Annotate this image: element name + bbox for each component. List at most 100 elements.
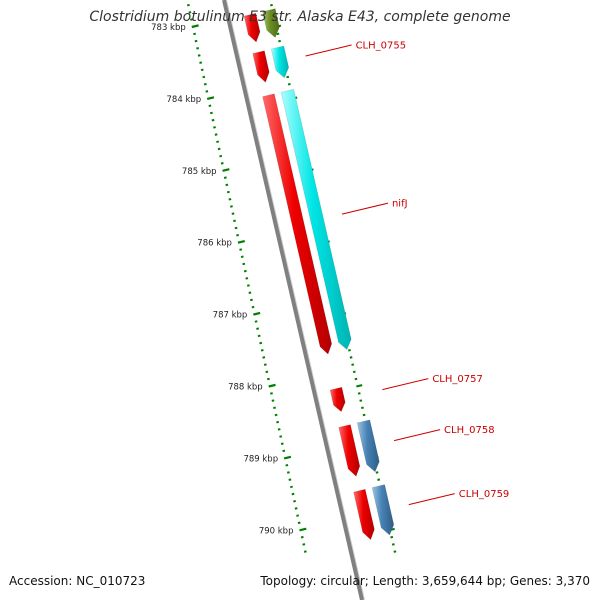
minor-tick: [282, 449, 286, 453]
minor-tick: [293, 499, 296, 503]
minor-tick: [193, 32, 196, 36]
minor-tick: [234, 226, 238, 230]
minor-tick: [291, 492, 295, 496]
outer-minor-tick: [357, 392, 361, 395]
gene-label-line: [408, 493, 455, 506]
outer-minor-tick: [286, 75, 290, 79]
tick-label: 785 kbp: [182, 167, 217, 177]
minor-tick: [303, 550, 307, 553]
cds-arrow[interactable]: [280, 88, 352, 350]
tick-layer: 783 kbp 784 kbp 785 kbp 786 kbp 787 kbp 788 k…: [151, 3, 397, 553]
major-tick: [299, 527, 307, 532]
gene-label[interactable]: CLH_0755: [356, 40, 407, 51]
minor-tick: [199, 61, 203, 64]
backbone-layer: [222, 0, 365, 600]
minor-tick: [279, 435, 283, 438]
minor-tick: [216, 140, 220, 144]
outer-minor-tick: [377, 478, 381, 481]
gene-label-line: [305, 44, 352, 57]
minor-tick: [228, 198, 232, 201]
minor-tick: [280, 442, 284, 445]
gene-arrow[interactable]: [262, 93, 333, 355]
outer-minor-tick: [390, 535, 394, 539]
minor-tick: [297, 521, 301, 525]
gene-label[interactable]: CLH_0758: [444, 425, 495, 436]
minor-tick: [273, 406, 276, 410]
minor-tick: [285, 464, 289, 467]
outer-minor-tick: [352, 370, 356, 374]
major-tick: [222, 168, 230, 172]
minor-tick: [294, 507, 298, 510]
gene-arrow[interactable]: [329, 386, 346, 413]
outer-minor-tick: [393, 550, 397, 553]
outer-minor-tick: [375, 471, 379, 474]
outer-major-tick: [356, 384, 363, 388]
gene-arrow[interactable]: [243, 12, 261, 43]
minor-tick: [231, 212, 235, 215]
minor-tick: [288, 478, 292, 481]
minor-tick: [200, 68, 204, 72]
minor-tick: [242, 262, 246, 266]
minor-tick: [254, 320, 258, 323]
gene-label-layer: CLH_0755 nifJ CLH_0757 CLH_0758 CLH_0759: [305, 40, 510, 506]
minor-tick: [263, 363, 267, 366]
cds-arrow[interactable]: [270, 45, 290, 79]
gene-label-line: [393, 429, 441, 442]
minor-tick: [257, 334, 261, 338]
minor-tick: [226, 190, 230, 194]
cds-arrow[interactable]: [371, 484, 395, 536]
outer-minor-tick: [347, 348, 351, 352]
minor-tick: [270, 392, 273, 395]
major-tick: [237, 239, 245, 244]
minor-tick: [202, 75, 206, 79]
outer-minor-tick: [278, 39, 282, 43]
gene-label[interactable]: nifJ: [392, 199, 408, 210]
minor-tick: [214, 133, 218, 136]
gene-label[interactable]: CLH_0757: [432, 374, 483, 385]
tick-label: 789 kbp: [243, 454, 278, 464]
minor-tick: [210, 111, 213, 115]
minor-tick: [240, 255, 244, 259]
minor-tick: [211, 118, 215, 122]
outer-minor-tick: [362, 413, 366, 417]
gene-label-line: [341, 202, 389, 215]
minor-tick: [239, 248, 243, 251]
minor-tick: [271, 399, 275, 402]
minor-tick: [225, 183, 229, 187]
minor-tick: [300, 535, 304, 539]
minor-tick: [259, 341, 263, 345]
minor-tick: [276, 420, 280, 424]
backbone-line: [222, 0, 364, 600]
gene-arrow[interactable]: [353, 488, 375, 541]
minor-tick: [243, 269, 247, 273]
gene-arrow[interactable]: [338, 424, 361, 477]
outer-minor-tick: [359, 399, 363, 402]
gene-label-line: [382, 378, 429, 391]
cds-arrow[interactable]: [262, 8, 280, 39]
major-tick: [268, 383, 276, 388]
minor-tick: [203, 82, 207, 86]
tick-label: 787 kbp: [213, 311, 248, 321]
gene-label[interactable]: CLH_0759: [459, 489, 510, 500]
minor-tick: [265, 370, 269, 374]
minor-tick: [220, 162, 224, 165]
gene-arrow[interactable]: [252, 50, 270, 83]
minor-tick: [190, 18, 193, 21]
minor-tick: [188, 11, 192, 14]
tick-label: 788 kbp: [228, 383, 263, 393]
outer-minor-tick: [269, 3, 273, 7]
minor-tick: [262, 356, 266, 359]
genome-title: Clostridium botulinum E3 str. Alaska E43…: [89, 9, 511, 25]
accession-text: Accession: NC_010723: [9, 574, 146, 588]
cds-arrow[interactable]: [356, 419, 380, 473]
minor-tick: [219, 154, 223, 158]
minor-tick: [230, 205, 233, 208]
tick-label: 783 kbp: [151, 23, 186, 33]
minor-tick: [296, 514, 300, 517]
minor-tick: [302, 543, 306, 546]
outer-minor-tick: [351, 363, 355, 366]
minor-tick: [245, 277, 249, 280]
tick-label: 784 kbp: [167, 95, 202, 105]
outer-minor-tick: [360, 406, 364, 410]
